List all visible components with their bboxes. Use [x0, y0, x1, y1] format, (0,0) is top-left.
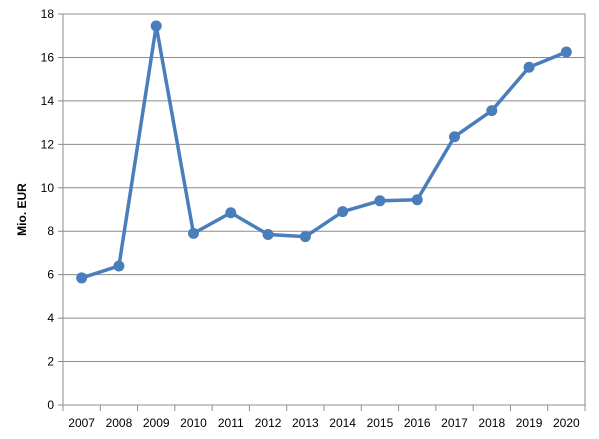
data-point: [449, 131, 460, 143]
x-axis-ticks: [62, 405, 586, 411]
y-tick-label: 12: [41, 137, 55, 151]
data-point: [113, 260, 125, 272]
series-line: [79, 24, 569, 280]
data-point: [486, 105, 498, 117]
y-axis-tick-labels: 0 2 4 6 8 10 12 14 16 18: [41, 7, 55, 412]
y-tick-label: 14: [41, 94, 55, 108]
data-point: [560, 46, 572, 58]
y-tick-label: 18: [41, 7, 55, 21]
x-tick-label: 2017: [441, 416, 468, 430]
x-tick-label: 2007: [68, 416, 95, 430]
data-point: [188, 227, 199, 239]
x-tick-label: 2014: [329, 416, 356, 430]
data-point: [150, 20, 162, 32]
data-point: [262, 228, 274, 240]
series-markers: [76, 20, 572, 284]
x-tick-label: 2016: [404, 416, 431, 430]
y-tick-label: 16: [41, 50, 55, 64]
x-tick-label: 2019: [516, 416, 543, 430]
gridlines: [58, 13, 585, 406]
y-tick-label: 2: [47, 355, 54, 369]
data-point: [374, 195, 386, 207]
y-axis-title: Mio. EUR: [15, 183, 29, 236]
x-tick-label: 2011: [218, 416, 244, 430]
y-tick-label: 6: [47, 268, 54, 282]
x-tick-label: 2020: [553, 416, 580, 430]
x-tick-label: 2013: [292, 416, 319, 430]
x-tick-label: 2012: [255, 416, 282, 430]
y-tick-label: 8: [47, 224, 54, 238]
data-point: [299, 231, 311, 243]
x-tick-label: 2018: [478, 416, 505, 430]
y-tick-label: 4: [47, 311, 54, 325]
x-tick-label: 2009: [143, 416, 170, 430]
x-tick-label: 2010: [180, 416, 207, 430]
x-tick-label: 2008: [106, 416, 133, 430]
data-point: [411, 194, 423, 206]
data-point: [225, 207, 237, 219]
data-point: [76, 272, 88, 284]
y-tick-label: 0: [47, 398, 54, 412]
x-axis-tick-labels: 2007 2008 2009 2010 2011 2012 2013 2014 2015 2016…: [68, 416, 580, 430]
data-point: [337, 206, 349, 218]
y-tick-label: 10: [41, 181, 55, 195]
data-point: [523, 61, 535, 73]
plot-area-frame: [62, 13, 586, 406]
x-tick-label: 2015: [367, 416, 394, 430]
